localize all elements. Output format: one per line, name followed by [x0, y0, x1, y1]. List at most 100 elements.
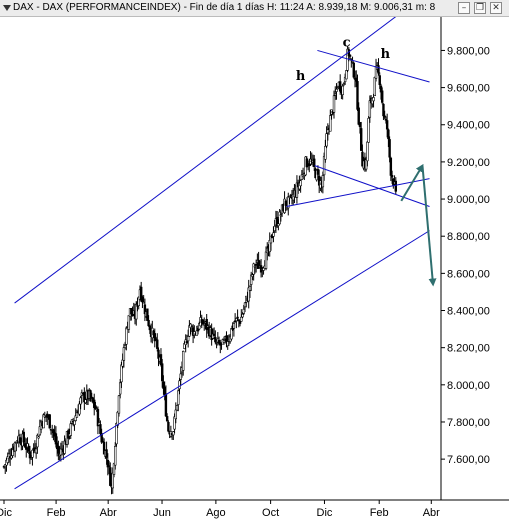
- candle-body: [232, 323, 236, 329]
- menu-triangle-icon[interactable]: [3, 5, 11, 11]
- candle-body: [334, 93, 337, 96]
- y-tick-label: 8.400,00: [447, 306, 490, 318]
- candle-body: [164, 393, 168, 417]
- candle: [127, 315, 131, 334]
- candle-body: [269, 235, 273, 244]
- x-tick-label: Dic: [0, 507, 12, 519]
- candle: [156, 333, 159, 352]
- candle-body: [368, 100, 372, 118]
- candle-body: [122, 347, 126, 361]
- candle: [241, 312, 244, 319]
- candle-body: [125, 327, 128, 345]
- candle-body: [157, 349, 160, 359]
- candle-body: [205, 319, 208, 331]
- candle: [324, 139, 327, 163]
- candle-body: [366, 141, 369, 162]
- projection-arrow: [421, 165, 437, 287]
- candle: [69, 420, 72, 440]
- candle-body: [251, 274, 254, 277]
- candle-body: [69, 423, 72, 436]
- close-button[interactable]: ✕: [490, 2, 502, 14]
- candle-body: [321, 175, 325, 188]
- candle-body: [18, 437, 22, 444]
- candle-body: [278, 211, 281, 225]
- candle-body: [252, 263, 255, 275]
- candle-body: [34, 448, 38, 454]
- candle: [378, 72, 381, 89]
- pattern-annotations: h c h: [296, 36, 391, 84]
- candle: [109, 462, 112, 487]
- candle-body: [115, 422, 118, 445]
- candle-body: [352, 62, 355, 78]
- candle: [22, 428, 25, 446]
- candle-body: [109, 467, 112, 486]
- candle: [175, 404, 179, 412]
- candle-body: [390, 175, 394, 178]
- candle-body: [277, 223, 280, 227]
- candle: [313, 154, 316, 171]
- candle-body: [111, 472, 114, 489]
- candle: [236, 309, 239, 322]
- candle-body: [179, 373, 182, 380]
- candle-body: [54, 433, 58, 445]
- candle-body: [120, 364, 123, 383]
- candle-body: [73, 420, 76, 425]
- candle-body: [324, 146, 327, 160]
- candle-body: [325, 133, 328, 147]
- candle: [332, 90, 336, 119]
- candle-body: [178, 380, 181, 390]
- candle-body: [217, 340, 221, 344]
- candle: [352, 61, 355, 79]
- candle: [382, 103, 385, 120]
- y-tick-label: 7.600,00: [447, 454, 490, 466]
- candle-body: [186, 336, 190, 342]
- candle-body: [59, 448, 63, 456]
- candle-body: [389, 157, 393, 176]
- candle: [36, 433, 39, 454]
- window-titlebar: DAX - DAX (PERFORMANCEINDEX) - Fin de dí…: [0, 0, 509, 17]
- candle-body: [52, 429, 55, 434]
- candle-body: [146, 308, 149, 321]
- candle: [37, 436, 40, 439]
- trendline: [14, 230, 430, 490]
- candle-body: [114, 446, 117, 466]
- candle: [377, 58, 380, 76]
- candle: [240, 309, 243, 322]
- candle-body: [335, 88, 338, 92]
- candle-body: [156, 339, 159, 349]
- candle-body: [336, 87, 339, 90]
- candle-body: [332, 95, 336, 113]
- restore-button[interactable]: ❐: [474, 2, 486, 14]
- candle-body: [230, 328, 233, 340]
- x-tick-label: Jun: [153, 507, 171, 519]
- candle: [381, 87, 384, 105]
- candle: [74, 408, 77, 422]
- candle-body: [383, 115, 386, 118]
- candle: [357, 102, 360, 126]
- candle: [232, 321, 236, 337]
- candle: [269, 235, 273, 251]
- candle: [75, 409, 79, 418]
- candle-body: [248, 286, 252, 291]
- minimize-button[interactable]: –: [458, 2, 470, 14]
- candle: [42, 413, 45, 429]
- y-tick-label: 8.800,00: [447, 231, 490, 243]
- candle: [238, 319, 242, 327]
- candle: [96, 406, 100, 435]
- y-tick-label: 9.200,00: [447, 157, 490, 169]
- candle-body: [42, 414, 45, 429]
- candle-body: [10, 455, 13, 459]
- candle: [385, 113, 389, 138]
- trendline: [286, 178, 430, 207]
- candle-body: [326, 129, 330, 134]
- candle: [48, 414, 51, 429]
- candle-body: [172, 431, 175, 436]
- candle-body: [75, 412, 79, 418]
- candle: [321, 171, 325, 194]
- candle: [143, 298, 147, 322]
- candle-body: [123, 345, 127, 348]
- candle-body: [142, 301, 145, 304]
- y-tick-label: 7.800,00: [447, 417, 490, 429]
- dax-price-chart[interactable]: h c h 9.800,00 9.600,00 9.400,00 9.200,00 9.00…: [0, 17, 509, 519]
- candle: [389, 156, 393, 182]
